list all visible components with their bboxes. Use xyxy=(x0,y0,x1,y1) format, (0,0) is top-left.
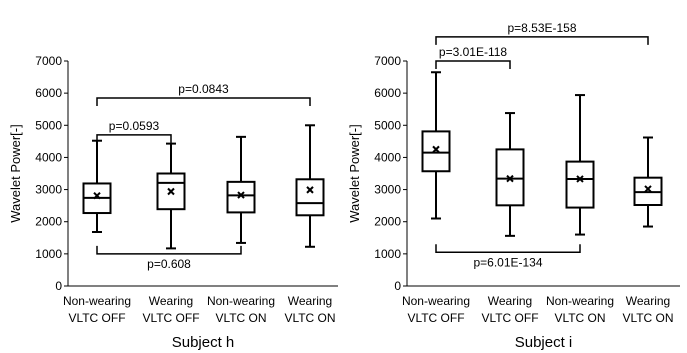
x-tick-label: VLTC OFF xyxy=(68,311,125,325)
x-tick-label: Non-wearing xyxy=(63,294,131,308)
y-tick-label: 3000 xyxy=(374,183,401,197)
bracket-line xyxy=(436,37,648,45)
box-iqr xyxy=(297,179,324,215)
y-tick-label: 7000 xyxy=(374,54,401,68)
x-tick-label: Non-wearing xyxy=(207,294,275,308)
bracket-label: p=6.01E-134 xyxy=(473,255,542,269)
box-0 xyxy=(84,141,111,232)
x-tick-label: Wearing xyxy=(626,294,670,308)
x-tick-label: Wearing xyxy=(288,294,332,308)
significance-bracket: p=3.01E-118 xyxy=(436,45,510,69)
box-iqr xyxy=(567,162,594,208)
x-axis-title: Subject h xyxy=(172,334,235,351)
x-tick-label: Wearing xyxy=(488,294,532,308)
x-tick-label: Non-wearing xyxy=(546,294,614,308)
x-tick-label: VLTC OFF xyxy=(481,311,538,325)
bracket-label: p=3.01E-118 xyxy=(439,45,507,59)
y-tick-label: 1000 xyxy=(374,247,401,261)
box-iqr xyxy=(423,131,450,171)
bracket-label: p=8.53E-158 xyxy=(507,21,576,35)
box-1 xyxy=(497,113,524,236)
bracket-line xyxy=(97,135,171,143)
box-0 xyxy=(423,72,450,218)
x-tick-label: VLTC ON xyxy=(554,311,605,325)
bracket-label: p=0.0843 xyxy=(178,82,229,96)
x-tick-label: VLTC ON xyxy=(284,311,335,325)
box-iqr xyxy=(228,182,255,213)
y-tick-label: 3000 xyxy=(35,183,62,197)
y-axis-title: Wavelet Power[-] xyxy=(347,124,362,223)
x-tick-label: VLTC OFF xyxy=(142,311,199,325)
y-tick-label: 7000 xyxy=(35,54,62,68)
significance-bracket: p=0.608 xyxy=(97,246,241,271)
x-tick-label: VLTC ON xyxy=(215,311,266,325)
x-axis-title: Subject i xyxy=(515,334,573,351)
y-tick-label: 2000 xyxy=(374,215,401,229)
y-tick-label: 1000 xyxy=(35,247,62,261)
y-tick-label: 4000 xyxy=(35,150,62,164)
box-1 xyxy=(158,144,185,249)
bracket-line xyxy=(97,246,241,254)
x-tick-label: Non-wearing xyxy=(402,294,470,308)
y-tick-label: 6000 xyxy=(374,86,401,100)
bracket-line xyxy=(436,244,580,252)
bracket-label: p=0.608 xyxy=(147,257,191,271)
y-axis-title: Wavelet Power[-] xyxy=(8,124,23,223)
y-tick-label: 5000 xyxy=(35,118,62,132)
x-tick-label: VLTC ON xyxy=(622,311,673,325)
bracket-label: p=0.0593 xyxy=(109,119,160,133)
panel-subject-h: 0 1000 2000 3000 4000 5000 6000 7000 Wavelet Pow… xyxy=(8,54,338,351)
y-tick-label: 4000 xyxy=(374,150,401,164)
bracket-line xyxy=(436,61,510,69)
box-3 xyxy=(297,125,324,247)
panel-subject-i: 0 1000 2000 3000 4000 5000 6000 7000 Wavelet Pow… xyxy=(347,21,680,351)
y-tick-label: 2000 xyxy=(35,215,62,229)
y-tick-label: 6000 xyxy=(35,86,62,100)
box-3 xyxy=(635,138,662,227)
y-tick-label: 0 xyxy=(394,279,401,293)
significance-bracket: p=8.53E-158 xyxy=(436,21,648,45)
y-tick-label: 0 xyxy=(55,279,62,293)
significance-bracket: p=0.0843 xyxy=(97,82,310,106)
x-tick-label: VLTC OFF xyxy=(407,311,464,325)
box-2 xyxy=(228,137,255,243)
significance-bracket: p=0.0593 xyxy=(97,119,171,143)
x-tick-label: Wearing xyxy=(149,294,193,308)
y-tick-label: 5000 xyxy=(374,118,401,132)
significance-bracket: p=6.01E-134 xyxy=(436,244,580,269)
bracket-line xyxy=(97,98,310,106)
box-2 xyxy=(567,95,594,235)
